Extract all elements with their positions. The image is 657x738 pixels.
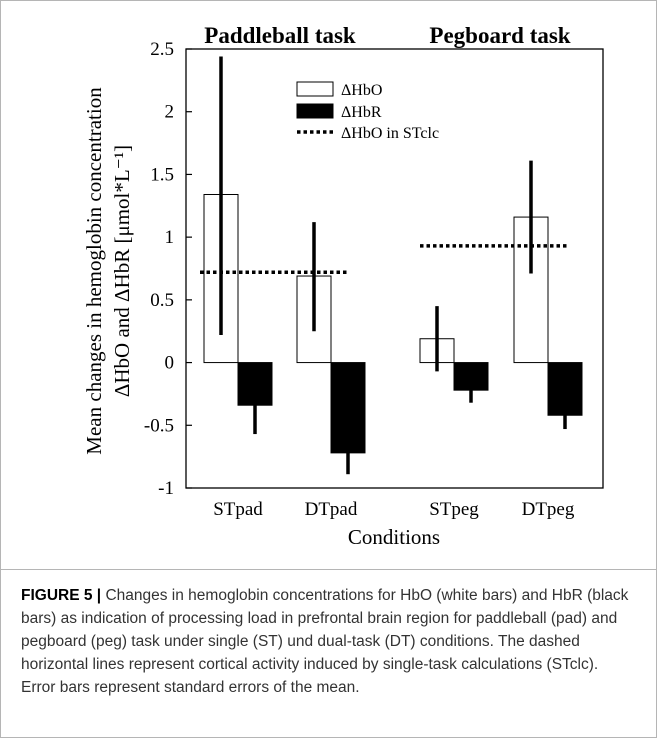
legend-label-hbo: ΔHbO xyxy=(341,82,382,99)
x-tick-label: DTpad xyxy=(305,499,358,520)
panel-title-pegboard: Pegboard task xyxy=(429,23,570,48)
figure-caption-label: FIGURE 5 | xyxy=(21,587,102,604)
y-tick-label: 1.5 xyxy=(150,164,174,185)
bar-chart: Paddleball task Pegboard task 2.5 2 1.5 1 0.… xyxy=(82,23,604,549)
y-axis-label-line1: Mean changes in hemoglobin concentration xyxy=(82,87,106,455)
hbr-bar xyxy=(237,362,273,406)
error-bars xyxy=(219,56,567,475)
y-tick-label: -1 xyxy=(158,478,174,499)
figure-caption-text: Changes in hemoglobin concentrations for… xyxy=(21,587,629,696)
y-tick-label: -0.5 xyxy=(144,415,174,436)
y-axis: 2.5 2 1.5 1 0.5 0 -0.5 -1 xyxy=(144,39,192,499)
y-tick-label: 1 xyxy=(165,227,175,248)
hbr-bar xyxy=(330,362,366,454)
hbr-bar xyxy=(453,362,489,391)
hbr-bar xyxy=(547,362,583,416)
plot-area-border xyxy=(185,48,604,489)
reference-lines xyxy=(200,244,567,275)
x-tick-label: DTpeg xyxy=(522,499,575,520)
x-axis-label: Conditions xyxy=(348,525,440,549)
y-tick-label: 0 xyxy=(165,353,175,374)
y-tick-label: 0.5 xyxy=(150,290,174,311)
legend-label-reference: ΔHbO in STclc xyxy=(341,125,439,142)
y-tick-label: 2.5 xyxy=(150,39,174,60)
legend-label-hbr: ΔHbR xyxy=(341,104,382,121)
y-axis-label-line2: ΔHbO and ΔHbR [μmol*L⁻¹] xyxy=(110,145,134,397)
x-tick-label: STpeg xyxy=(429,499,479,520)
x-tick-label: STpad xyxy=(213,499,263,520)
legend-swatch-hbo xyxy=(296,81,334,97)
x-axis: STpad DTpad STpeg DTpeg xyxy=(213,499,575,520)
hbo-bar xyxy=(513,216,549,364)
y-tick-label: 2 xyxy=(165,102,175,123)
legend-swatch-hbr xyxy=(296,103,334,119)
figure-caption: FIGURE 5 | Changes in hemoglobin concent… xyxy=(1,569,656,699)
panel-title-paddleball: Paddleball task xyxy=(204,23,356,48)
legend: ΔHbO ΔHbR ΔHbO in STclc xyxy=(296,81,439,142)
bars xyxy=(203,193,583,454)
